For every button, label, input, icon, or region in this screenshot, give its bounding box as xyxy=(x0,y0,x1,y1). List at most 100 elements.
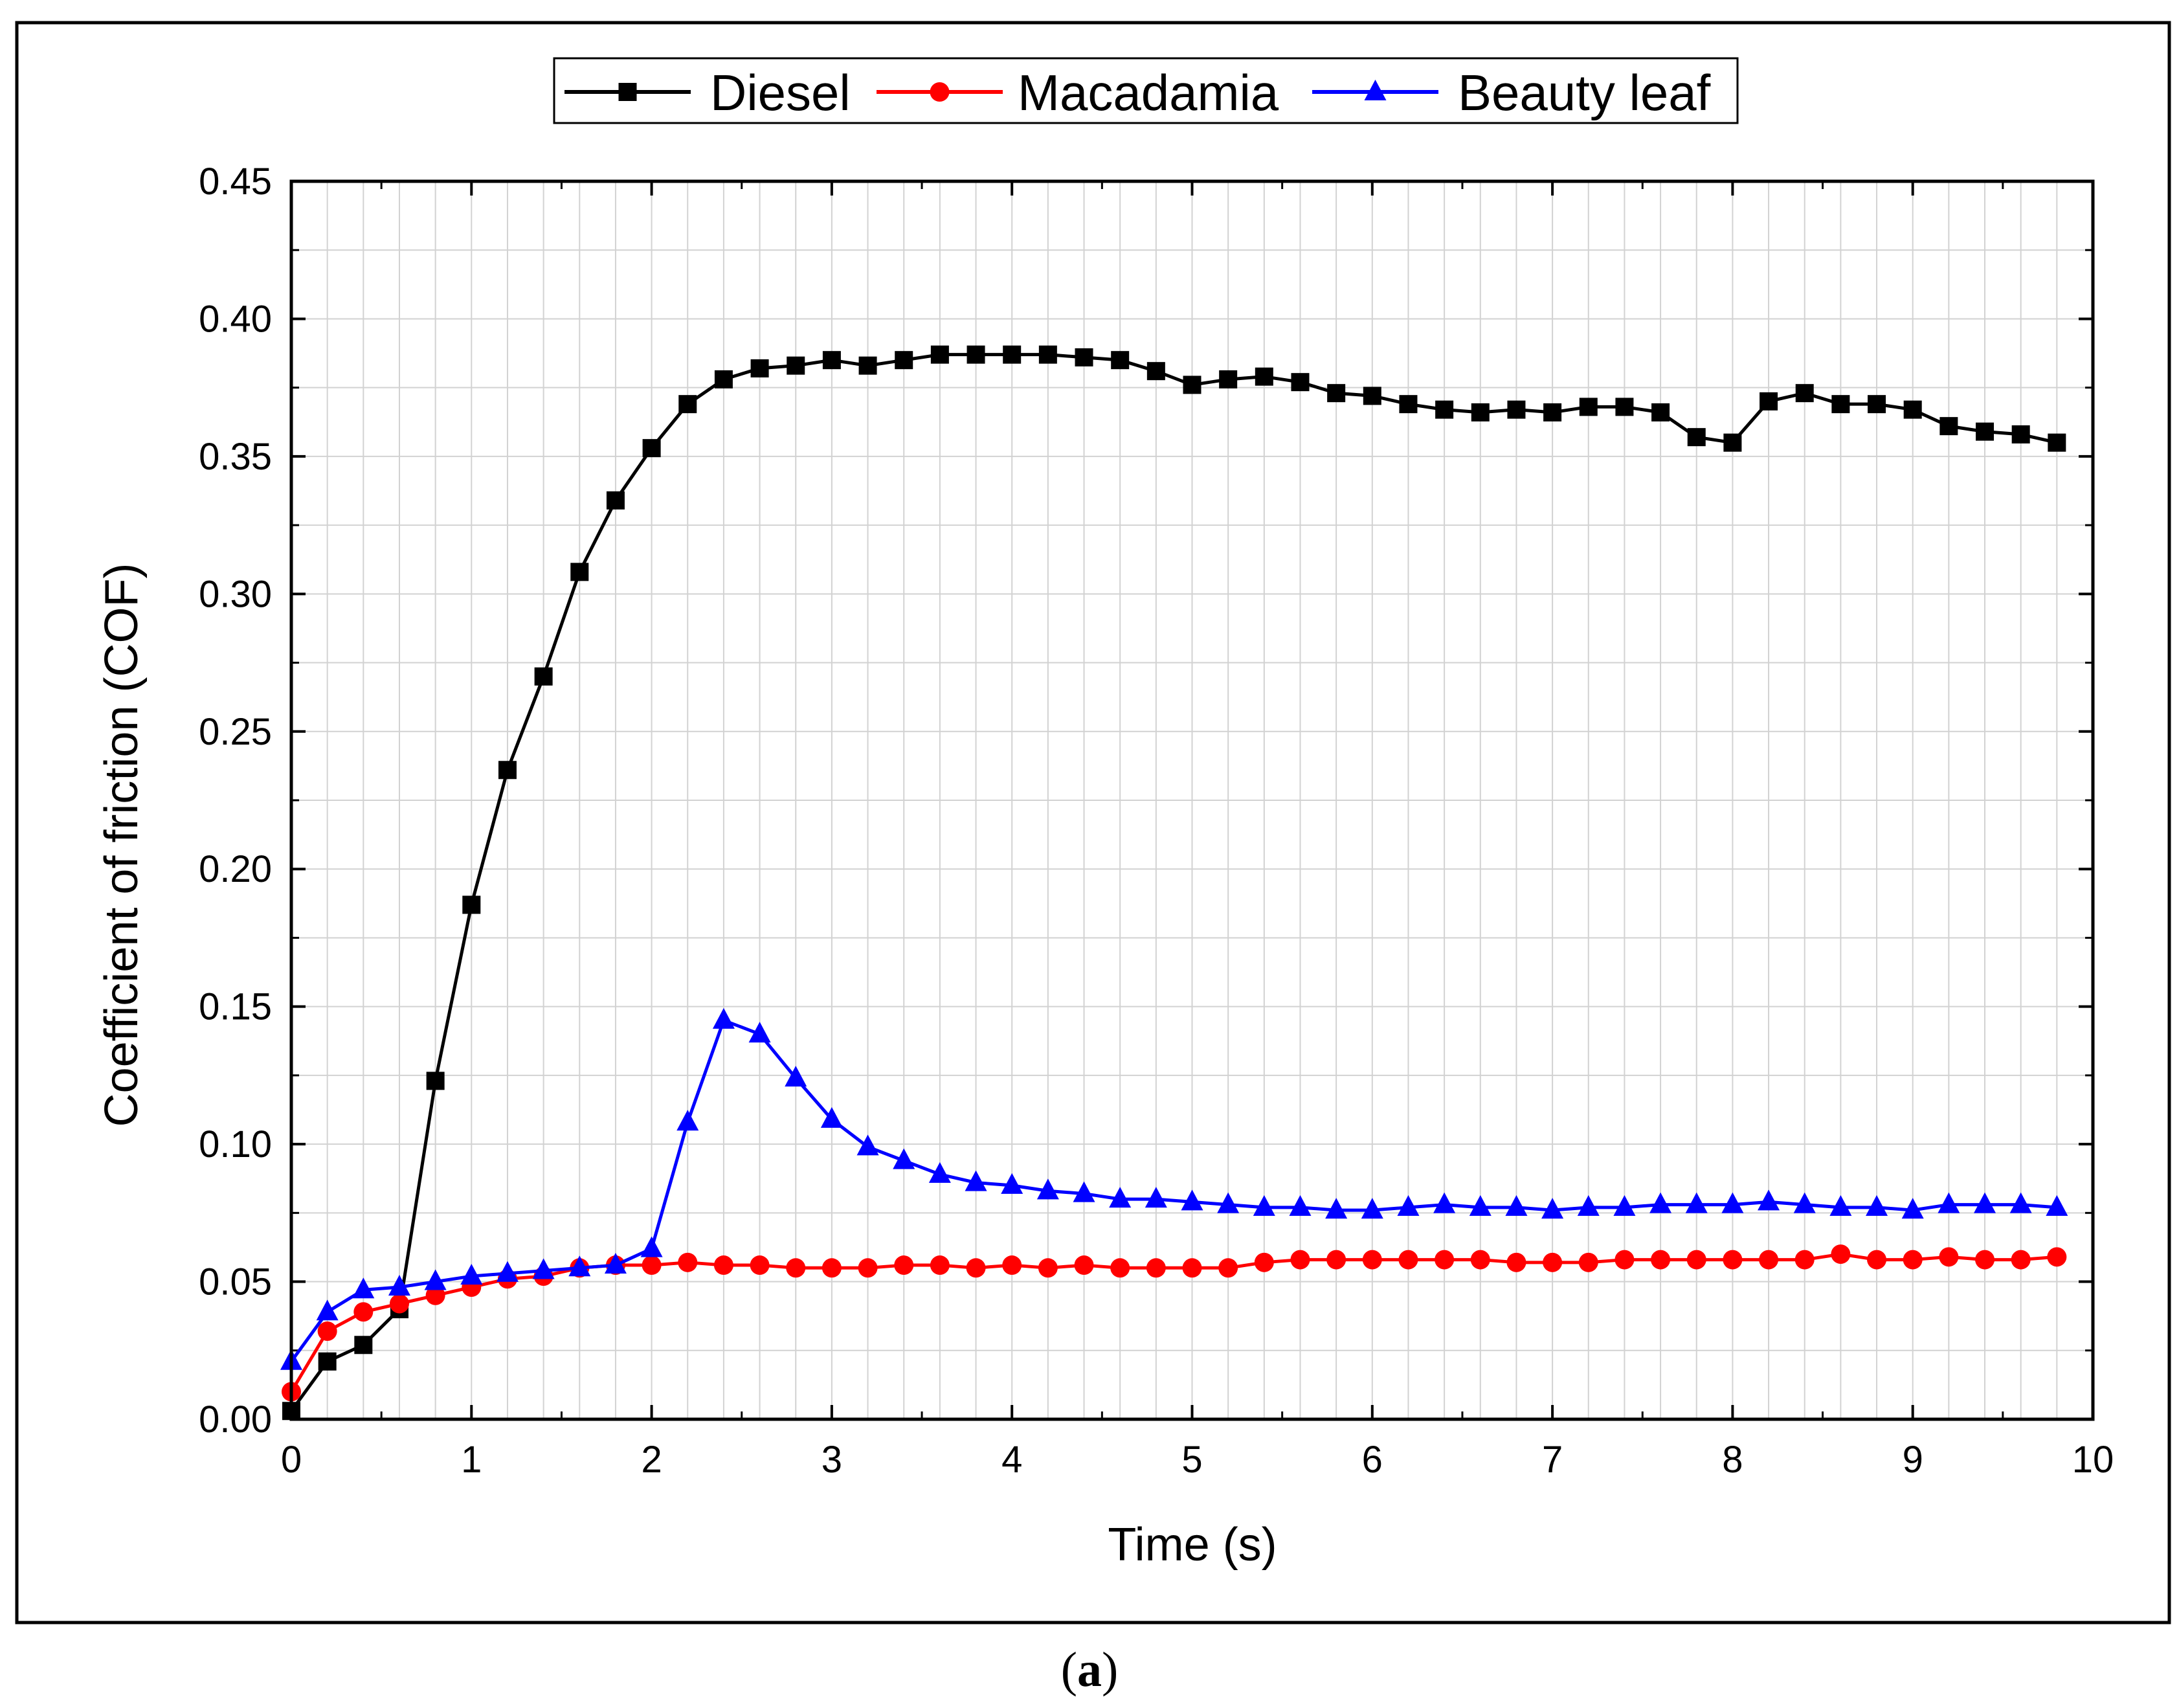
data-point-beauty-leaf xyxy=(1253,1195,1275,1216)
data-point-diesel xyxy=(1831,395,1850,414)
data-point-macadamia xyxy=(353,1302,374,1322)
x-tick-label: 7 xyxy=(1542,1439,1563,1481)
data-point-beauty-leaf xyxy=(388,1275,410,1296)
data-point-macadamia xyxy=(1398,1250,1418,1270)
data-point-diesel xyxy=(1471,403,1490,421)
data-point-diesel xyxy=(1795,384,1814,403)
legend: Diesel Macadamia Beauty leaf xyxy=(553,57,1739,124)
data-point-beauty-leaf xyxy=(1433,1192,1456,1213)
data-point-beauty-leaf xyxy=(1974,1192,1996,1213)
data-point-beauty-leaf xyxy=(1289,1195,1312,1216)
legend-box xyxy=(553,57,1739,124)
data-point-diesel xyxy=(1146,362,1165,381)
y-tick-label: 0.30 xyxy=(199,573,272,615)
series-line-beauty-leaf xyxy=(289,1018,2057,1363)
y-axis-title: Coefficient of friction (COF) xyxy=(96,563,148,1127)
data-point-beauty-leaf xyxy=(748,1022,771,1043)
data-point-diesel xyxy=(1255,367,1273,386)
data-point-diesel xyxy=(750,359,769,377)
data-point-diesel xyxy=(1615,398,1634,416)
legend-item-beauty-leaf: Beauty leaf xyxy=(1312,64,1711,121)
data-point-beauty-leaf xyxy=(1721,1192,1744,1213)
data-point-macadamia xyxy=(1759,1250,1779,1270)
data-point-diesel xyxy=(1903,400,1922,419)
data-point-diesel xyxy=(570,563,589,581)
data-point-diesel xyxy=(930,345,949,364)
data-point-macadamia xyxy=(713,1255,733,1275)
y-tick-label: 0.15 xyxy=(199,986,272,1028)
data-point-macadamia xyxy=(786,1258,806,1278)
data-point-macadamia xyxy=(1686,1250,1706,1270)
data-point-diesel xyxy=(1760,392,1778,410)
series-beauty-leaf xyxy=(280,1007,2068,1370)
legend-label-beauty-leaf: Beauty leaf xyxy=(1458,64,1711,121)
x-tick-label: 1 xyxy=(461,1439,482,1481)
data-point-macadamia xyxy=(1002,1255,1022,1275)
data-point-beauty-leaf xyxy=(712,1007,735,1029)
data-point-beauty-leaf xyxy=(1685,1192,1708,1213)
data-point-beauty-leaf xyxy=(1901,1198,1924,1219)
data-point-beauty-leaf xyxy=(568,1255,591,1277)
data-point-diesel xyxy=(1327,384,1346,403)
data-point-diesel xyxy=(1291,373,1310,392)
data-point-macadamia xyxy=(2047,1247,2067,1267)
plot-area-border xyxy=(289,179,2095,1421)
data-point-beauty-leaf xyxy=(1577,1195,1600,1216)
data-point-diesel xyxy=(1183,376,1201,394)
data-point-macadamia xyxy=(1975,1250,1995,1270)
data-point-beauty-leaf xyxy=(1217,1192,1240,1213)
data-point-beauty-leaf xyxy=(640,1236,663,1257)
data-point-diesel xyxy=(858,356,877,375)
x-tick-label: 2 xyxy=(641,1439,662,1481)
data-point-macadamia xyxy=(1543,1252,1563,1272)
data-point-diesel xyxy=(2011,425,2030,444)
y-tick-label: 0.10 xyxy=(199,1123,272,1165)
data-point-beauty-leaf xyxy=(316,1299,339,1321)
y-tick-label: 0.20 xyxy=(199,848,272,890)
data-point-diesel xyxy=(1038,345,1057,364)
data-point-diesel xyxy=(1939,417,1958,436)
x-tick-label: 10 xyxy=(2072,1439,2114,1481)
data-point-macadamia xyxy=(966,1258,986,1278)
data-point-beauty-leaf xyxy=(460,1264,483,1285)
y-tick-label: 0.05 xyxy=(199,1261,272,1303)
series-line-macadamia xyxy=(289,1252,2057,1393)
grid-lines xyxy=(291,181,2093,1419)
data-point-macadamia xyxy=(1867,1250,1887,1270)
data-point-beauty-leaf xyxy=(893,1148,915,1169)
data-point-macadamia xyxy=(1435,1250,1455,1270)
legend-item-macadamia: Macadamia xyxy=(877,64,1279,121)
data-point-beauty-leaf xyxy=(1145,1187,1167,1208)
data-point-macadamia xyxy=(1290,1250,1310,1270)
data-point-diesel xyxy=(534,667,553,686)
legend-marker-macadamia xyxy=(930,82,950,102)
data-point-beauty-leaf xyxy=(676,1110,699,1131)
data-point-beauty-leaf xyxy=(1793,1192,1816,1213)
data-point-diesel xyxy=(1579,398,1598,416)
x-tick-label: 9 xyxy=(1903,1439,1923,1481)
data-point-beauty-leaf xyxy=(1613,1195,1636,1216)
data-point-macadamia xyxy=(1218,1258,1238,1278)
y-tick-label: 0.25 xyxy=(199,711,272,753)
data-point-diesel xyxy=(354,1336,373,1354)
x-tick-label: 6 xyxy=(1362,1439,1383,1481)
data-point-macadamia xyxy=(930,1255,950,1275)
data-point-beauty-leaf xyxy=(856,1134,879,1156)
caption-label: a xyxy=(1077,1643,1102,1697)
data-point-beauty-leaf xyxy=(2046,1195,2068,1216)
data-point-macadamia xyxy=(1903,1250,1923,1270)
y-tick-label: 0.40 xyxy=(199,298,272,340)
x-tick-labels: 0 1 2 3 4 5 6 7 8 9 10 xyxy=(281,1439,2114,1481)
data-point-macadamia xyxy=(2011,1250,2031,1270)
x-tick-label: 3 xyxy=(821,1439,842,1481)
series-line-diesel xyxy=(289,353,2057,1412)
data-point-diesel xyxy=(1651,403,1670,421)
x-tick-label: 0 xyxy=(281,1439,302,1481)
legend-label-diesel: Diesel xyxy=(710,64,851,121)
data-point-diesel xyxy=(1976,422,1995,441)
data-point-macadamia xyxy=(1506,1252,1526,1272)
data-point-macadamia xyxy=(1831,1244,1851,1264)
data-point-beauty-leaf xyxy=(1541,1198,1564,1219)
data-point-macadamia xyxy=(858,1258,878,1278)
